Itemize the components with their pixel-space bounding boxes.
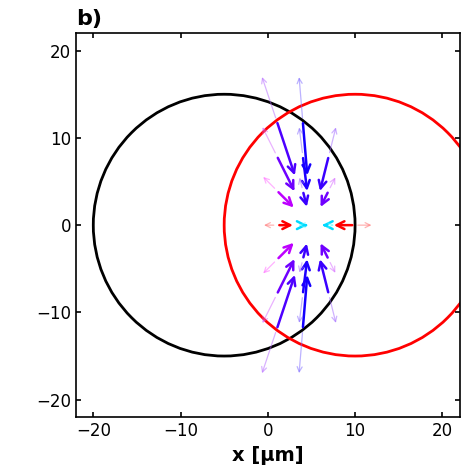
- Text: b): b): [76, 9, 102, 29]
- X-axis label: x [μm]: x [μm]: [232, 446, 304, 465]
